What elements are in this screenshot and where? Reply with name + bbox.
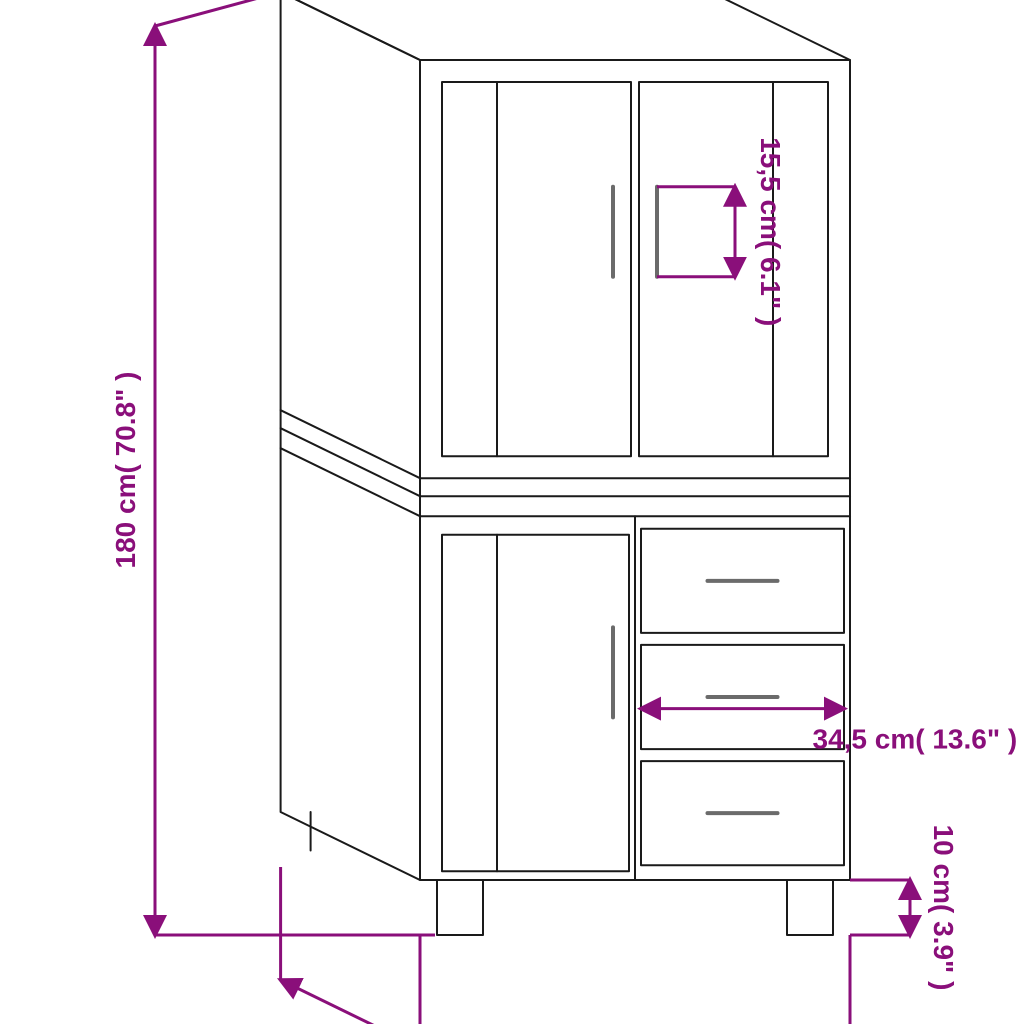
dimension-label: 15,5 cm( 6.1" ) (755, 137, 786, 326)
dimension-label: 180 cm( 70.8" ) (110, 372, 141, 569)
cabinet-side (281, 0, 420, 880)
cabinet-leg (787, 880, 833, 935)
dimension-diagram: 180 cm( 70.8" )34 cm( 13.4" )69,5 cm( 27… (0, 0, 1024, 1024)
cabinet-top (281, 0, 850, 60)
dimension-label: 34,5 cm( 13.6" ) (813, 724, 1018, 755)
dimension-label: 10 cm( 3.9" ) (928, 825, 959, 991)
cabinet-leg (437, 880, 483, 935)
upper-door-left (442, 82, 631, 456)
lower-door (442, 535, 629, 871)
